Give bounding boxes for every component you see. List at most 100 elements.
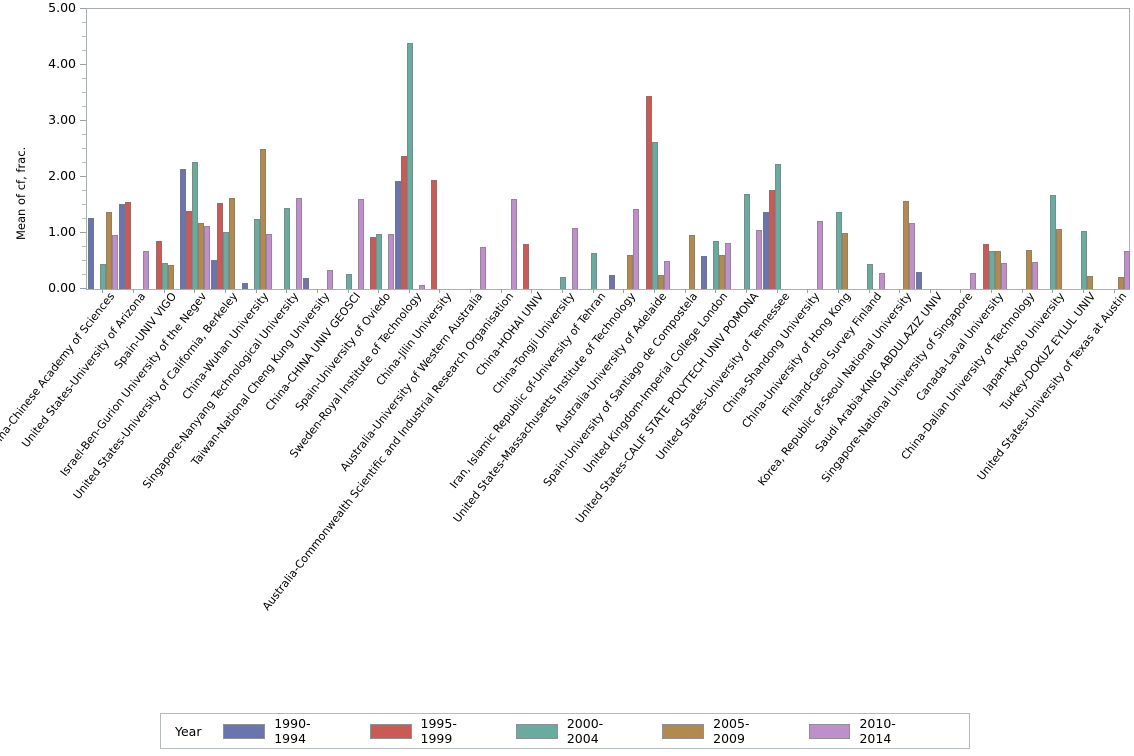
legend-item[interactable]: 2010-2014 bbox=[808, 716, 921, 746]
bar bbox=[560, 276, 567, 289]
y-axis-tick-label: 5.00 bbox=[48, 0, 76, 15]
bar bbox=[743, 194, 750, 289]
bar-group bbox=[180, 9, 211, 289]
bar bbox=[265, 234, 272, 289]
bar-group bbox=[579, 9, 609, 289]
bar bbox=[719, 254, 726, 289]
x-axis-tick bbox=[623, 289, 625, 293]
bar-group bbox=[425, 9, 455, 289]
bar bbox=[903, 201, 910, 289]
x-axis-tick bbox=[837, 289, 839, 293]
bar bbox=[663, 261, 670, 289]
bar bbox=[302, 278, 309, 289]
legend-label: 2000-2004 bbox=[566, 716, 604, 746]
bar bbox=[167, 265, 174, 289]
x-axis-tick bbox=[653, 289, 655, 293]
y-axis-minor-tick bbox=[82, 246, 86, 247]
bar-group bbox=[762, 9, 793, 289]
bar-group bbox=[915, 9, 946, 289]
x-axis-tick bbox=[1021, 289, 1023, 293]
bar-group bbox=[885, 9, 916, 289]
bar bbox=[161, 263, 168, 289]
y-axis-minor-tick bbox=[82, 106, 86, 107]
bar bbox=[609, 275, 616, 289]
bar bbox=[627, 254, 634, 289]
bar bbox=[1050, 194, 1057, 289]
bar-group bbox=[824, 9, 854, 289]
y-axis-minor-tick bbox=[82, 134, 86, 135]
bar-group bbox=[487, 9, 517, 289]
legend: Year 1990-1994 1995-1999 2000-2004 2005-200… bbox=[160, 713, 970, 749]
bar bbox=[394, 181, 401, 289]
bar bbox=[713, 241, 720, 289]
legend-item[interactable]: 2000-2004 bbox=[516, 716, 628, 746]
y-axis-minor-tick bbox=[82, 148, 86, 149]
bar bbox=[768, 189, 775, 289]
x-axis-tick bbox=[224, 289, 226, 293]
x-axis-tick bbox=[500, 289, 502, 293]
bar-group bbox=[977, 9, 1008, 289]
bar bbox=[1031, 262, 1038, 289]
x-axis-tick bbox=[378, 289, 380, 293]
y-axis-tick bbox=[80, 232, 86, 233]
x-axis-tick bbox=[194, 289, 196, 293]
x-axis-tick bbox=[562, 289, 564, 293]
bar-group bbox=[241, 9, 272, 289]
bar bbox=[142, 251, 149, 289]
bar-group bbox=[334, 9, 364, 289]
bar-group bbox=[302, 9, 333, 289]
bar bbox=[112, 235, 119, 289]
x-axis-labels: China-Chinese Academy of Sciences United … bbox=[0, 290, 1134, 690]
bar bbox=[192, 161, 199, 289]
x-axis-tick bbox=[255, 289, 257, 293]
bar bbox=[774, 163, 781, 289]
bar bbox=[701, 255, 708, 289]
bar-group bbox=[793, 9, 824, 289]
legend-title: Year bbox=[175, 723, 202, 739]
bar-group bbox=[272, 9, 303, 289]
bar bbox=[590, 252, 597, 289]
bar bbox=[1001, 262, 1008, 289]
x-axis-tick bbox=[102, 289, 104, 293]
x-axis-tick bbox=[592, 289, 594, 293]
bar bbox=[259, 149, 266, 289]
y-axis-minor-tick bbox=[82, 36, 86, 37]
bar bbox=[155, 240, 162, 289]
bar bbox=[100, 264, 107, 289]
bar bbox=[572, 227, 579, 289]
legend-item[interactable]: 1995-1999 bbox=[369, 716, 482, 746]
x-axis-tick bbox=[1113, 289, 1115, 293]
bar bbox=[198, 222, 205, 289]
bar bbox=[1081, 230, 1088, 289]
y-axis-tick-label: 4.00 bbox=[48, 56, 76, 71]
y-axis-minor-tick bbox=[82, 22, 86, 23]
x-axis-tick bbox=[286, 289, 288, 293]
y-axis-minor-tick bbox=[82, 162, 86, 163]
bar bbox=[970, 273, 977, 289]
legend-item[interactable]: 1990-1994 bbox=[223, 716, 335, 746]
bar-group bbox=[456, 9, 487, 289]
bar-groups bbox=[87, 9, 1130, 289]
bar bbox=[216, 202, 223, 289]
bar bbox=[995, 251, 1002, 289]
bar bbox=[284, 208, 291, 289]
bar bbox=[688, 234, 695, 289]
bar-group bbox=[1069, 9, 1099, 289]
y-axis-minor-tick bbox=[82, 274, 86, 275]
x-axis-tick bbox=[1052, 289, 1054, 293]
x-axis-tick bbox=[776, 289, 778, 293]
legend-item[interactable]: 2005-2009 bbox=[662, 716, 774, 746]
bar bbox=[645, 95, 652, 289]
legend-swatch bbox=[369, 723, 412, 739]
bar bbox=[1117, 277, 1124, 289]
x-axis-tick bbox=[163, 289, 165, 293]
bar bbox=[523, 243, 530, 289]
y-axis-tick bbox=[80, 288, 86, 289]
bar bbox=[186, 211, 193, 289]
bar bbox=[989, 251, 996, 289]
y-axis-minor-tick bbox=[82, 204, 86, 205]
legend-label: 1995-1999 bbox=[420, 716, 457, 746]
y-axis-tick-label: 1.00 bbox=[48, 224, 76, 239]
bar bbox=[124, 202, 131, 289]
y-axis-tick-label: 3.00 bbox=[48, 112, 76, 127]
